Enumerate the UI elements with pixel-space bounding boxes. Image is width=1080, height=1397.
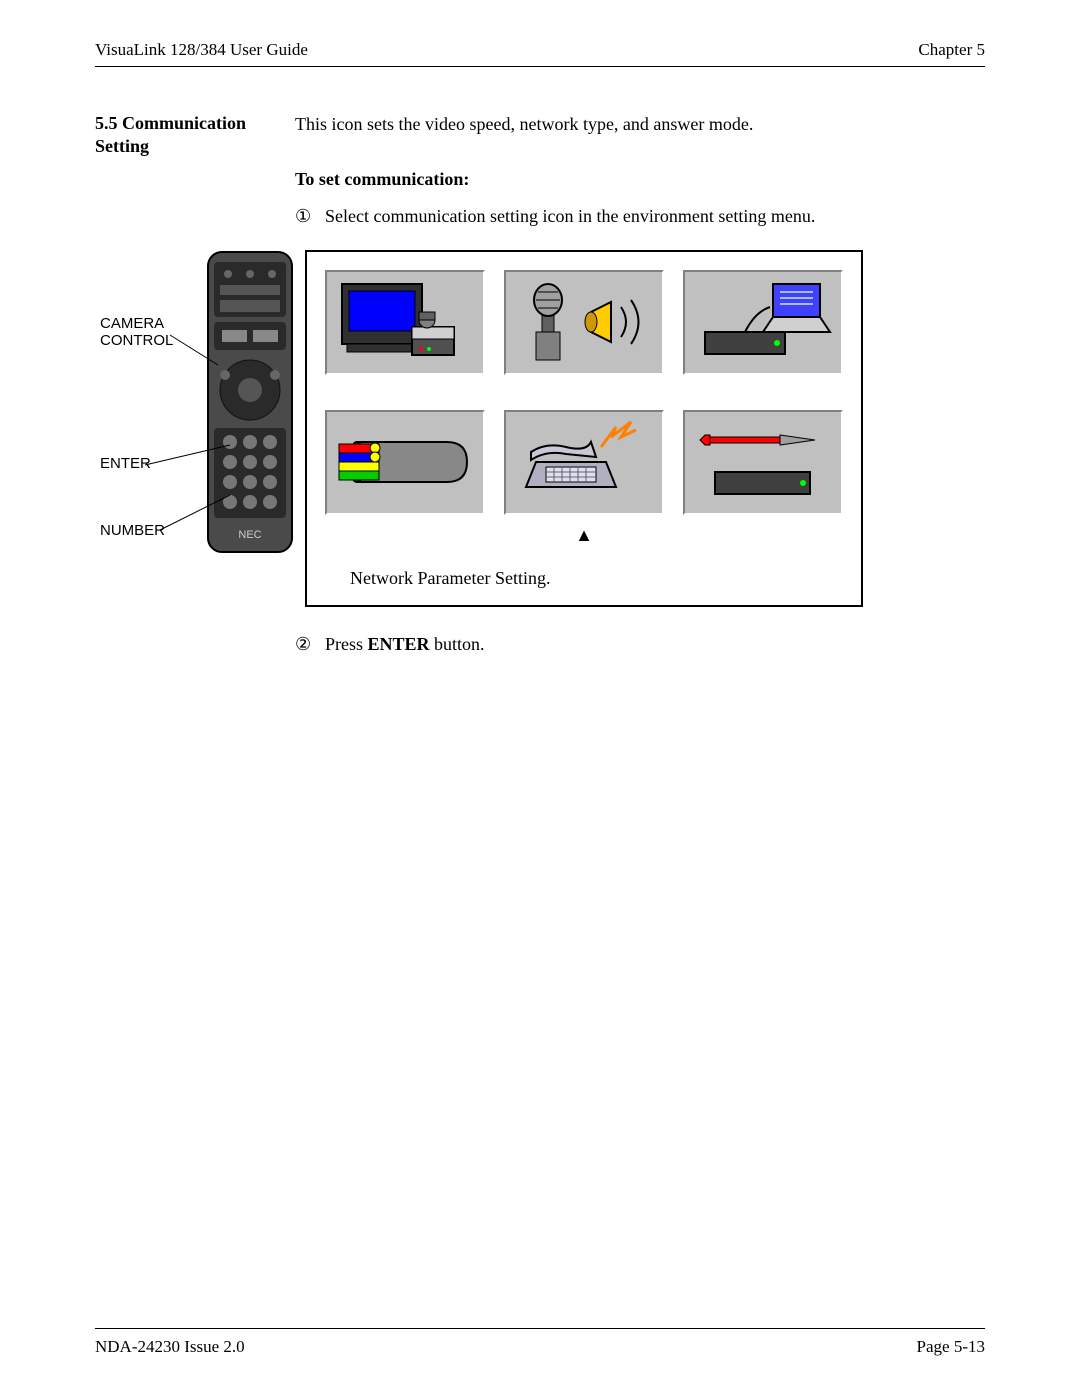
- step-1: ① Select communication setting icon in t…: [295, 204, 985, 229]
- data-setting-icon: [683, 270, 843, 375]
- header-left: VisuaLink 128/384 User Guide: [95, 40, 308, 60]
- page-footer: NDA-24230 Issue 2.0 Page 5-13: [95, 1328, 985, 1357]
- remote-icon: NEC: [200, 250, 300, 560]
- footer-left: NDA-24230 Issue 2.0: [95, 1337, 245, 1357]
- page-header: VisuaLink 128/384 User Guide Chapter 5: [95, 40, 985, 67]
- selector-arrow-icon: ▲: [325, 523, 843, 548]
- step-1-num: ①: [295, 204, 325, 229]
- network-setting-icon: [504, 410, 664, 515]
- header-right: Chapter 5: [918, 40, 985, 60]
- panel-caption: Network Parameter Setting.: [325, 562, 843, 591]
- video-setting-icon: [325, 270, 485, 375]
- step-2-num: ②: [295, 632, 325, 657]
- step-2-text: Press ENTER button.: [325, 632, 485, 657]
- step-1-text: Select communication setting icon in the…: [325, 204, 815, 229]
- section-title: Communication Setting: [95, 113, 246, 156]
- maintenance-setting-icon: [683, 410, 843, 515]
- intro-text: This icon sets the video speed, network …: [295, 112, 985, 137]
- cable-setting-icon: [325, 410, 485, 515]
- svg-text:NEC: NEC: [238, 529, 261, 541]
- remote-label-enter: ENTER: [100, 455, 151, 472]
- remote-label-number: NUMBER: [100, 522, 165, 539]
- section-number: 5.5: [95, 113, 118, 133]
- footer-right: Page 5-13: [917, 1337, 985, 1357]
- section-heading: 5.5 Communication Setting: [95, 112, 295, 159]
- remote-diagram: NEC CAMERA CONTROL ENTER NUMBER: [100, 250, 320, 600]
- step-2: ② Press ENTER button.: [295, 632, 985, 657]
- settings-menu-panel: ▲ Network Parameter Setting.: [305, 250, 863, 607]
- subheading: To set communication:: [295, 167, 985, 192]
- remote-label-camera: CAMERA CONTROL: [100, 315, 173, 349]
- audio-setting-icon: [504, 270, 664, 375]
